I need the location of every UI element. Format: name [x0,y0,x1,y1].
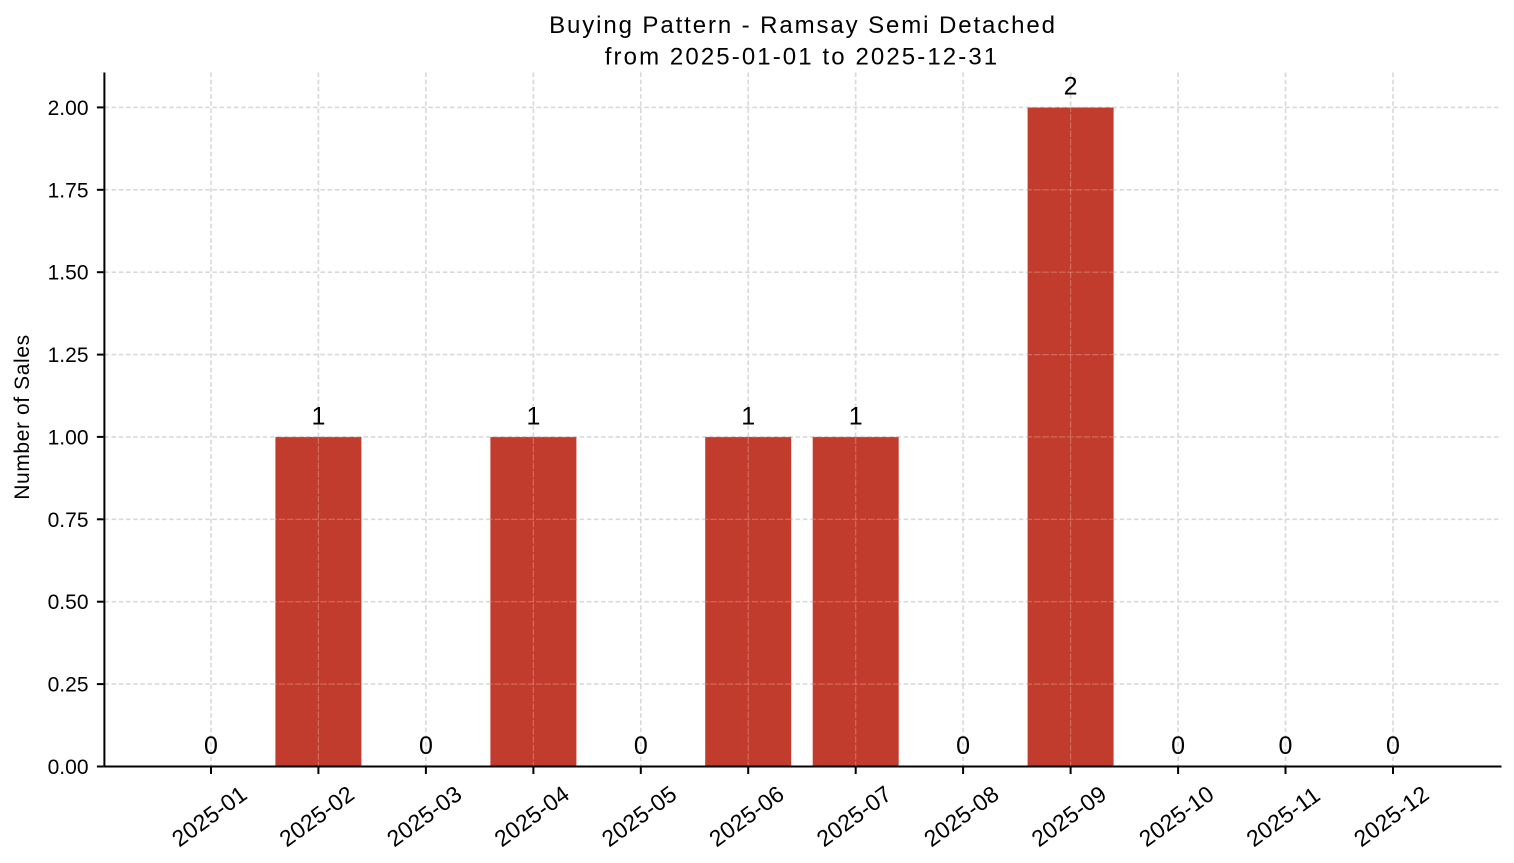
svg-text:0.00: 0.00 [48,756,89,779]
svg-text:1.00: 1.00 [48,426,89,449]
svg-text:0: 0 [1171,732,1185,760]
svg-text:1.50: 1.50 [48,262,89,285]
svg-text:0: 0 [634,732,648,760]
svg-text:0: 0 [1279,732,1293,760]
svg-text:0.50: 0.50 [48,591,89,614]
svg-text:0: 0 [956,732,970,760]
svg-text:1: 1 [526,402,540,430]
svg-text:2.00: 2.00 [48,97,89,120]
svg-text:from 2025-01-01 to 2025-12-31: from 2025-01-01 to 2025-12-31 [605,44,999,71]
svg-text:1: 1 [741,402,755,430]
svg-text:1: 1 [849,402,863,430]
svg-text:0.25: 0.25 [48,674,89,697]
svg-text:0: 0 [1386,732,1400,760]
svg-text:0.75: 0.75 [48,509,89,532]
svg-text:1: 1 [311,402,325,430]
svg-text:Number of Sales: Number of Sales [11,334,34,499]
svg-text:0: 0 [204,732,218,760]
svg-text:2: 2 [1064,72,1078,100]
svg-text:1.75: 1.75 [48,179,89,202]
svg-text:0: 0 [419,732,433,760]
svg-text:Buying Pattern - Ramsay Semi D: Buying Pattern - Ramsay Semi Detached [549,12,1057,39]
svg-text:1.25: 1.25 [48,344,89,367]
